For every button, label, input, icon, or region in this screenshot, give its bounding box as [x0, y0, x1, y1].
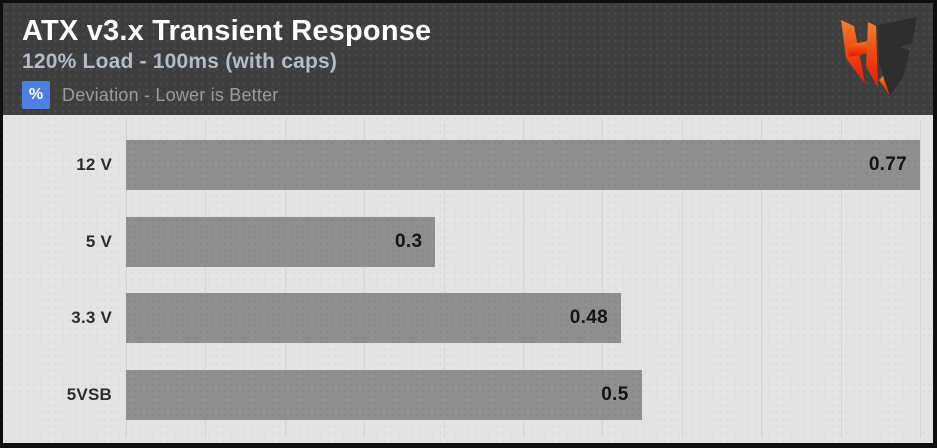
bar-value-label: 0.48	[569, 307, 608, 329]
bar-row: 5 V 0.3	[3, 204, 933, 281]
bar-track: 0.5	[126, 369, 920, 420]
bar-track: 0.77	[126, 140, 920, 191]
bar: 0.77	[126, 140, 920, 191]
gridlines	[126, 120, 921, 437]
bar: 0.3	[126, 216, 436, 267]
category-label: 3.3 V	[71, 308, 112, 328]
gridline	[126, 120, 127, 437]
bar-row: 3.3 V 0.48	[3, 280, 933, 357]
gridline	[761, 120, 763, 437]
bar-value-label: 0.77	[868, 154, 907, 176]
chart-header: ATX v3.x Transient Response 120% Load - …	[3, 3, 933, 115]
category-label: 12 V	[76, 155, 112, 175]
gridline	[840, 120, 842, 437]
bar-track: 0.3	[126, 216, 920, 267]
gridline	[920, 120, 921, 437]
category-label: 5 V	[85, 231, 112, 251]
percent-badge-icon: %	[22, 81, 50, 109]
bar-row: 12 V 0.77	[3, 127, 933, 204]
gridline	[205, 120, 207, 437]
chart-subtitle: 120% Load - 100ms (with caps)	[22, 50, 338, 73]
bar: 0.5	[126, 369, 642, 420]
gridline	[602, 120, 604, 437]
deviation-note: Deviation - Lower is Better	[62, 84, 279, 105]
bar-track: 0.48	[126, 293, 920, 344]
bar: 0.48	[126, 293, 621, 344]
bar-value-label: 0.5	[601, 383, 629, 405]
gridline	[284, 120, 286, 437]
gridline	[523, 120, 524, 437]
unit-row: % Deviation - Lower is Better	[22, 81, 933, 109]
hardware-busters-logo-icon	[838, 14, 922, 100]
bar-rows: 12 V 0.77 5 V 0.3 3.3 V 0.48 5VSB 0.5	[3, 127, 933, 433]
bar-value-label: 0.3	[395, 230, 423, 252]
bar-row: 5VSB 0.5	[3, 357, 933, 434]
bar-chart-plot: 12 V 0.77 5 V 0.3 3.3 V 0.48 5VSB 0.5	[3, 115, 933, 443]
chart-title: ATX v3.x Transient Response	[22, 15, 432, 47]
gridline	[443, 120, 445, 437]
gridline	[364, 120, 366, 437]
gridline	[681, 120, 683, 437]
category-label: 5VSB	[66, 384, 112, 404]
